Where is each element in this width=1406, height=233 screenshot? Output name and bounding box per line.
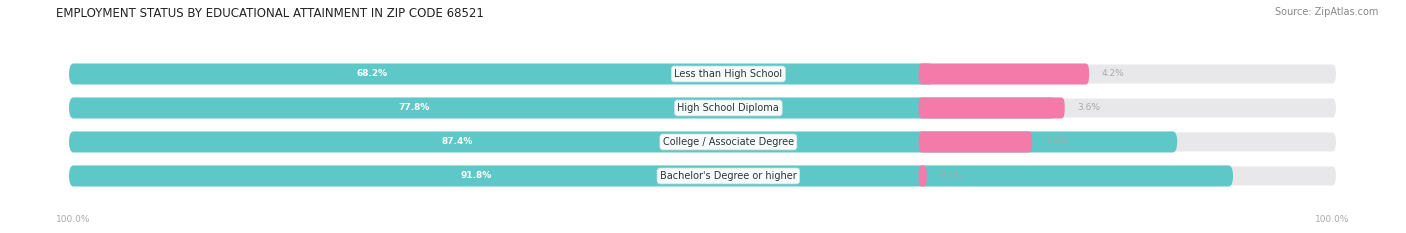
- FancyBboxPatch shape: [69, 63, 1337, 85]
- Text: 4.2%: 4.2%: [1102, 69, 1125, 79]
- FancyBboxPatch shape: [69, 131, 1337, 153]
- FancyBboxPatch shape: [918, 131, 1032, 153]
- FancyBboxPatch shape: [69, 97, 1056, 119]
- FancyBboxPatch shape: [69, 63, 934, 85]
- FancyBboxPatch shape: [918, 97, 1064, 119]
- FancyBboxPatch shape: [69, 97, 1337, 119]
- FancyBboxPatch shape: [69, 131, 1177, 153]
- Text: 100.0%: 100.0%: [56, 215, 91, 224]
- Text: Source: ZipAtlas.com: Source: ZipAtlas.com: [1274, 7, 1378, 17]
- Text: 91.8%: 91.8%: [461, 171, 492, 180]
- Text: College / Associate Degree: College / Associate Degree: [662, 137, 794, 147]
- FancyBboxPatch shape: [918, 63, 1090, 85]
- Text: 100.0%: 100.0%: [1315, 215, 1350, 224]
- Text: 87.4%: 87.4%: [441, 137, 472, 147]
- Text: Less than High School: Less than High School: [675, 69, 782, 79]
- FancyBboxPatch shape: [69, 165, 1233, 186]
- Text: 77.8%: 77.8%: [398, 103, 430, 113]
- FancyBboxPatch shape: [918, 165, 927, 186]
- Text: 0.2%: 0.2%: [939, 171, 962, 180]
- Text: Bachelor's Degree or higher: Bachelor's Degree or higher: [659, 171, 797, 181]
- Text: 2.8%: 2.8%: [1045, 137, 1067, 147]
- Text: 3.6%: 3.6%: [1077, 103, 1101, 113]
- Text: High School Diploma: High School Diploma: [678, 103, 779, 113]
- Text: EMPLOYMENT STATUS BY EDUCATIONAL ATTAINMENT IN ZIP CODE 68521: EMPLOYMENT STATUS BY EDUCATIONAL ATTAINM…: [56, 7, 484, 20]
- FancyBboxPatch shape: [69, 165, 1337, 186]
- Text: 68.2%: 68.2%: [356, 69, 387, 79]
